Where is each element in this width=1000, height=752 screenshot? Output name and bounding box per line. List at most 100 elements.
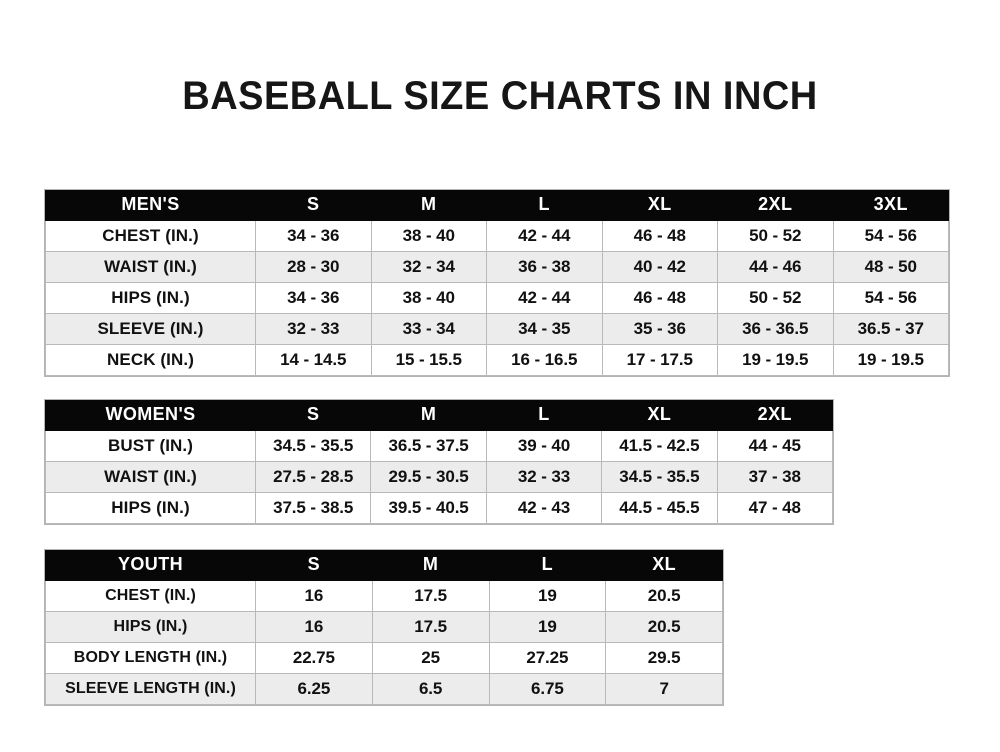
measurement-cell: 19 <box>488 610 607 643</box>
mens-header-size-l: L <box>486 190 603 221</box>
measurement-cell: 6.5 <box>371 672 490 705</box>
measurement-cell: 27.25 <box>488 641 607 674</box>
measurement-cell: 34 - 36 <box>255 219 372 252</box>
measurement-cell: 20.5 <box>605 579 723 612</box>
measurement-cell: 29.5 <box>605 641 723 674</box>
mens-header-size-s: S <box>255 190 372 221</box>
youth-table: YOUTH S M L XL CHEST (IN.) 16 17.5 19 20.5 HIPS (I… <box>45 550 723 705</box>
measurement-cell: 16 <box>255 579 373 612</box>
table-row: BODY LENGTH (IN.) 22.75 25 27.25 29.5 <box>45 641 723 674</box>
measurement-cell: 17 - 17.5 <box>601 343 718 376</box>
measurement-cell: 7 <box>605 672 723 705</box>
row-label: CHEST (IN.) <box>45 219 256 252</box>
youth-header-row: YOUTH S M L XL <box>45 550 723 581</box>
womens-header-category: WOMEN'S <box>45 400 256 431</box>
measurement-cell: 42 - 44 <box>486 219 603 252</box>
measurement-cell: 37 - 38 <box>716 460 834 493</box>
womens-size-chart: WOMEN'S S M L XL 2XL BUST (IN.) 34.5 - 35.5 36.5… <box>44 399 834 525</box>
measurement-cell: 36 - 38 <box>486 250 603 283</box>
measurement-cell: 35 - 36 <box>601 312 718 345</box>
measurement-cell: 32 - 33 <box>485 460 603 493</box>
measurement-cell: 50 - 52 <box>717 281 834 314</box>
womens-header-size-xl: XL <box>601 400 718 431</box>
measurement-cell: 46 - 48 <box>601 281 718 314</box>
measurement-cell: 39.5 - 40.5 <box>370 491 487 524</box>
measurement-cell: 27.5 - 28.5 <box>254 460 372 493</box>
youth-header-size-l: L <box>488 550 607 581</box>
mens-header-size-xl: XL <box>601 190 718 221</box>
measurement-cell: 36.5 - 37.5 <box>370 429 487 462</box>
measurement-cell: 34 - 35 <box>486 312 603 345</box>
measurement-cell: 16 - 16.5 <box>486 343 603 376</box>
measurement-cell: 47 - 48 <box>716 491 834 524</box>
measurement-cell: 40 - 42 <box>601 250 718 283</box>
womens-table: WOMEN'S S M L XL 2XL BUST (IN.) 34.5 - 35.5 36.5… <box>45 400 834 524</box>
youth-header-size-s: S <box>255 550 373 581</box>
measurement-cell: 6.25 <box>255 672 373 705</box>
measurement-cell: 32 - 33 <box>255 312 372 345</box>
mens-size-chart: MEN'S S M L XL 2XL 3XL CHEST (IN.) 34 - 36 38 - 4… <box>44 189 950 377</box>
measurement-cell: 22.75 <box>255 641 373 674</box>
womens-header-row: WOMEN'S S M L XL 2XL <box>45 400 834 431</box>
mens-header-row: MEN'S S M L XL 2XL 3XL <box>45 190 949 221</box>
measurement-cell: 19 - 19.5 <box>717 343 834 376</box>
row-label: WAIST (IN.) <box>45 460 256 493</box>
measurement-cell: 29.5 - 30.5 <box>370 460 487 493</box>
mens-table: MEN'S S M L XL 2XL 3XL CHEST (IN.) 34 - 36 38 - 4… <box>45 190 949 376</box>
measurement-cell: 19 - 19.5 <box>832 343 949 376</box>
table-row: NECK (IN.) 14 - 14.5 15 - 15.5 16 - 16.5 17 … <box>45 343 949 376</box>
row-label: BODY LENGTH (IN.) <box>45 641 256 674</box>
measurement-cell: 25 <box>371 641 490 674</box>
measurement-cell: 14 - 14.5 <box>255 343 372 376</box>
row-label: HIPS (IN.) <box>45 281 256 314</box>
table-row: HIPS (IN.) 37.5 - 38.5 39.5 - 40.5 42 - 43 4… <box>45 491 834 524</box>
womens-header-size-s: S <box>254 400 372 431</box>
row-label: BUST (IN.) <box>45 429 256 462</box>
page-title: BASEBALL SIZE CHARTS IN INCH <box>182 74 818 118</box>
measurement-cell: 46 - 48 <box>601 219 718 252</box>
measurement-cell: 33 - 34 <box>370 312 487 345</box>
measurement-cell: 6.75 <box>488 672 607 705</box>
mens-header-size-m: M <box>370 190 487 221</box>
youth-header-size-m: M <box>371 550 490 581</box>
row-label: SLEEVE LENGTH (IN.) <box>45 672 256 705</box>
row-label: SLEEVE (IN.) <box>45 312 256 345</box>
row-label: CHEST (IN.) <box>45 579 256 612</box>
measurement-cell: 44 - 45 <box>716 429 834 462</box>
table-row: SLEEVE (IN.) 32 - 33 33 - 34 34 - 35 35 - 36… <box>45 312 949 345</box>
measurement-cell: 38 - 40 <box>370 219 487 252</box>
measurement-cell: 34.5 - 35.5 <box>601 460 718 493</box>
measurement-cell: 38 - 40 <box>370 281 487 314</box>
measurement-cell: 54 - 56 <box>832 281 949 314</box>
measurement-cell: 28 - 30 <box>255 250 372 283</box>
row-label: HIPS (IN.) <box>45 610 256 643</box>
measurement-cell: 19 <box>488 579 607 612</box>
womens-header-size-l: L <box>485 400 603 431</box>
measurement-cell: 17.5 <box>371 579 490 612</box>
measurement-cell: 15 - 15.5 <box>370 343 487 376</box>
measurement-cell: 50 - 52 <box>717 219 834 252</box>
mens-header-size-2xl: 2XL <box>717 190 834 221</box>
measurement-cell: 48 - 50 <box>832 250 949 283</box>
youth-header-size-xl: XL <box>605 550 723 581</box>
row-label: WAIST (IN.) <box>45 250 256 283</box>
measurement-cell: 36.5 - 37 <box>832 312 949 345</box>
measurement-cell: 42 - 44 <box>486 281 603 314</box>
mens-header-category: MEN'S <box>45 190 256 221</box>
measurement-cell: 39 - 40 <box>485 429 603 462</box>
row-label: HIPS (IN.) <box>45 491 256 524</box>
table-row: WAIST (IN.) 28 - 30 32 - 34 36 - 38 40 - 42 4… <box>45 250 949 283</box>
womens-header-size-2xl: 2XL <box>716 400 834 431</box>
table-row: CHEST (IN.) 16 17.5 19 20.5 <box>45 579 723 612</box>
table-row: SLEEVE LENGTH (IN.) 6.25 6.5 6.75 7 <box>45 672 723 705</box>
womens-header-size-m: M <box>370 400 487 431</box>
measurement-cell: 32 - 34 <box>370 250 487 283</box>
table-row: HIPS (IN.) 34 - 36 38 - 40 42 - 44 46 - 48 50… <box>45 281 949 314</box>
row-label: NECK (IN.) <box>45 343 256 376</box>
youth-size-chart: YOUTH S M L XL CHEST (IN.) 16 17.5 19 20.5 HIPS (I… <box>44 549 724 706</box>
table-row: WAIST (IN.) 27.5 - 28.5 29.5 - 30.5 32 - 33… <box>45 460 834 493</box>
measurement-cell: 44 - 46 <box>717 250 834 283</box>
measurement-cell: 20.5 <box>605 610 723 643</box>
measurement-cell: 54 - 56 <box>832 219 949 252</box>
